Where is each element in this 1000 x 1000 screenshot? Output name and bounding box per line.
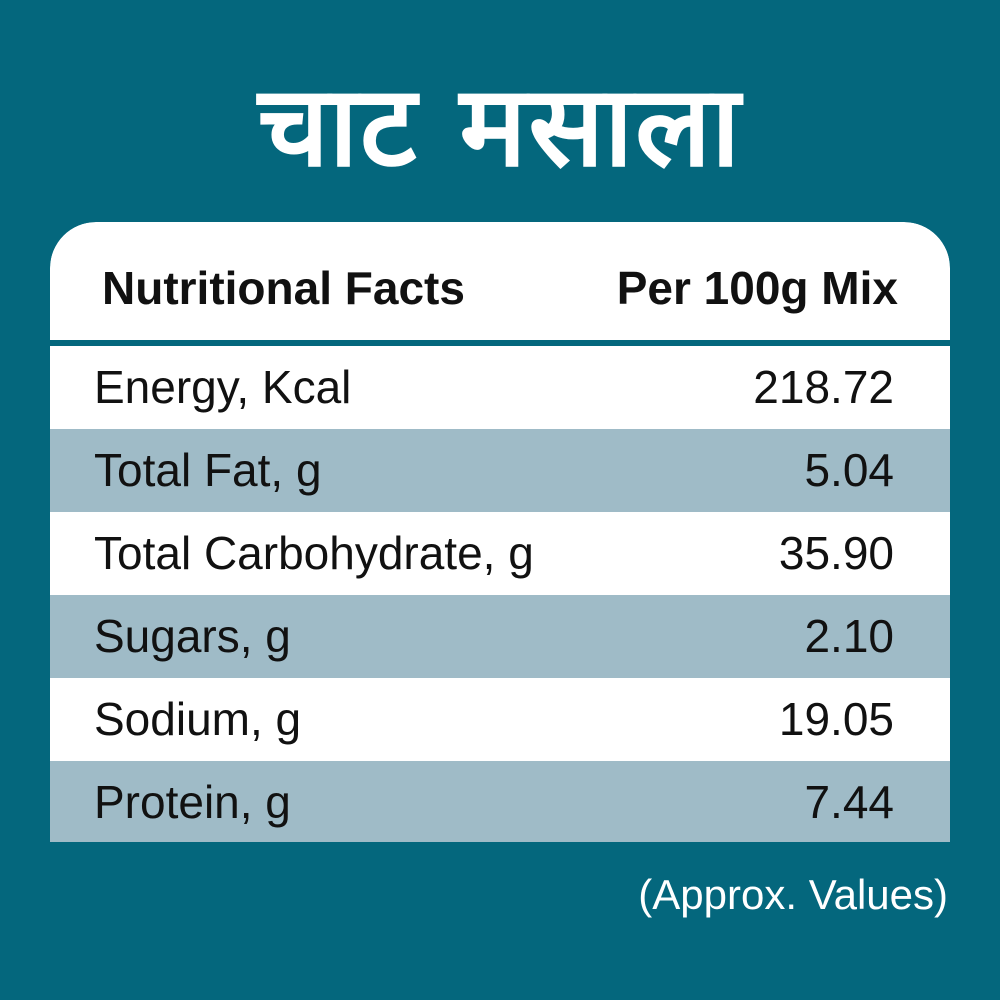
- nutrition-table: Nutritional Facts Per 100g Mix Energy, K…: [50, 222, 950, 842]
- approx-values-note: (Approx. Values): [638, 871, 948, 918]
- table-row: Total Fat, g 5.04: [50, 429, 950, 512]
- row-label: Energy, Kcal: [94, 361, 352, 413]
- row-value: 7.44: [804, 776, 894, 828]
- header-per-100g: Per 100g Mix: [616, 262, 898, 314]
- table-row: Energy, Kcal 218.72: [50, 346, 950, 429]
- row-label: Sodium, g: [94, 693, 302, 745]
- row-label: Sugars, g: [94, 610, 291, 662]
- row-value: 35.90: [778, 527, 894, 579]
- table-row: Total Carbohydrate, g 35.90: [50, 512, 950, 595]
- header-nutritional-facts: Nutritional Facts: [102, 262, 465, 314]
- product-title: चाट मसाला: [257, 62, 743, 192]
- row-label: Total Fat, g: [94, 444, 322, 496]
- row-value: 5.04: [804, 444, 894, 496]
- header-divider: [50, 340, 950, 346]
- table-row: Sodium, g 19.05: [50, 678, 950, 761]
- row-value: 19.05: [778, 693, 894, 745]
- row-label: Total Carbohydrate, g: [94, 527, 534, 579]
- table-row: Sugars, g 2.10: [50, 595, 950, 678]
- row-value: 218.72: [753, 361, 894, 413]
- table-header: Nutritional Facts Per 100g Mix: [50, 222, 950, 340]
- table-row: Protein, g 7.44: [50, 761, 950, 842]
- row-label: Protein, g: [94, 776, 291, 828]
- table-body: Energy, Kcal 218.72 Total Fat, g 5.04 To…: [50, 346, 950, 842]
- row-value: 2.10: [804, 610, 894, 662]
